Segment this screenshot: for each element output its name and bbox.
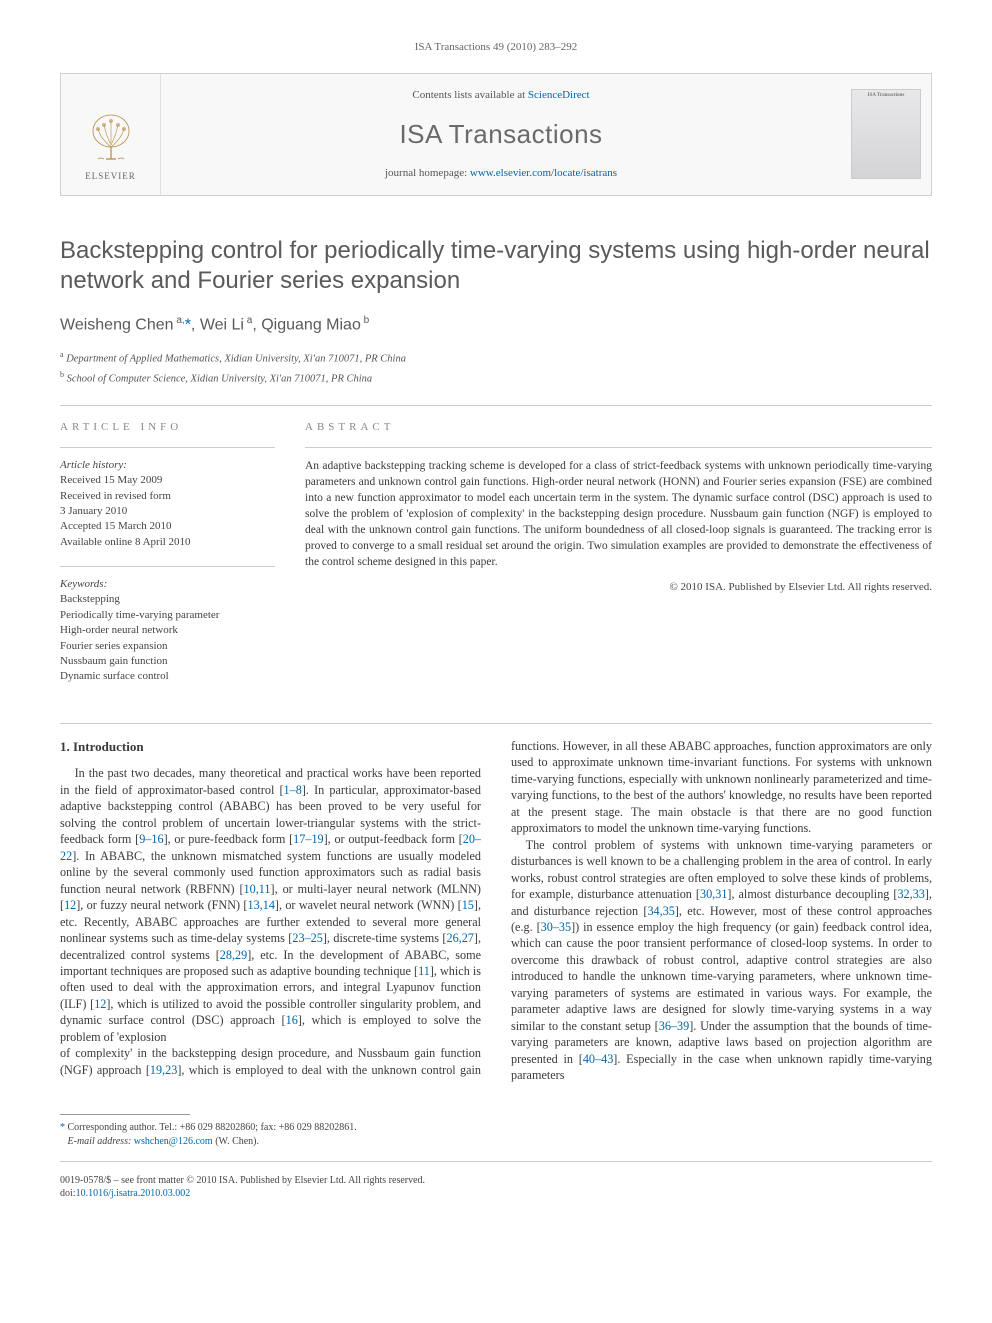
article-title: Backstepping control for periodically ti… [60, 236, 932, 296]
keyword: Periodically time-varying parameter [60, 608, 275, 623]
abstract-column: ABSTRACT An adaptive backstepping tracki… [305, 420, 932, 701]
divider [60, 566, 275, 567]
divider [60, 447, 275, 448]
doi-link[interactable]: 10.1016/j.isatra.2010.03.002 [76, 1188, 191, 1199]
banner-center: Contents lists available at ScienceDirec… [161, 74, 841, 195]
journal-banner: ELSEVIER Contents lists available at Sci… [60, 73, 932, 196]
sciencedirect-link[interactable]: ScienceDirect [528, 89, 590, 101]
article-info-label: ARTICLE INFO [60, 420, 275, 435]
article-history: Article history: Received 15 May 2009 Re… [60, 458, 275, 550]
keyword: Fourier series expansion [60, 639, 275, 654]
journal-cover-thumbnail: ISA Transactions [851, 89, 921, 179]
affiliation: b School of Computer Science, Xidian Uni… [60, 370, 932, 387]
email-footnote: E-mail address: wshchen@126.com (W. Chen… [60, 1135, 932, 1149]
abstract-text: An adaptive backstepping tracking scheme… [305, 458, 932, 571]
email-label: E-mail address: [68, 1136, 132, 1147]
keyword: Backstepping [60, 592, 275, 607]
affiliations-block: a Department of Applied Mathematics, Xid… [60, 350, 932, 387]
article-info-column: ARTICLE INFO Article history: Received 1… [60, 420, 275, 701]
author-list: Weisheng Chen a,*, Wei Li a, Qiguang Mia… [60, 314, 932, 336]
info-abstract-row: ARTICLE INFO Article history: Received 1… [60, 420, 932, 701]
publisher-logo-block: ELSEVIER [61, 74, 161, 195]
keyword: Nussbaum gain function [60, 654, 275, 669]
homepage-line: journal homepage: www.elsevier.com/locat… [171, 166, 831, 181]
homepage-link[interactable]: www.elsevier.com/locate/isatrans [470, 167, 617, 179]
affiliation: a Department of Applied Mathematics, Xid… [60, 350, 932, 367]
footnotes-block: * Corresponding author. Tel.: +86 029 88… [60, 1114, 932, 1149]
abstract-copyright: © 2010 ISA. Published by Elsevier Ltd. A… [305, 580, 932, 595]
divider [60, 1161, 932, 1162]
divider [60, 405, 932, 406]
footer-copyright: 0019-0578/$ – see front matter © 2010 IS… [60, 1174, 932, 1188]
corresponding-author-footnote: * Corresponding author. Tel.: +86 029 88… [60, 1121, 932, 1135]
history-item: Received 15 May 2009 [60, 473, 275, 488]
keyword: Dynamic surface control [60, 669, 275, 684]
email-suffix: (W. Chen). [215, 1136, 259, 1147]
contents-available-line: Contents lists available at ScienceDirec… [171, 88, 831, 103]
history-item: Accepted 15 March 2010 [60, 519, 275, 534]
journal-name: ISA Transactions [171, 117, 831, 152]
publisher-name: ELSEVIER [85, 170, 136, 182]
footnote-rule [60, 1114, 190, 1115]
footnote-marker-link[interactable]: * [60, 1122, 65, 1133]
keywords-block: Keywords: Backstepping Periodically time… [60, 577, 275, 685]
section-heading: 1. Introduction [60, 738, 481, 756]
body-paragraph: The control problem of systems with unkn… [511, 837, 932, 1084]
divider [60, 723, 932, 724]
body-text: 1. Introduction In the past two decades,… [60, 738, 932, 1084]
keyword: High-order neural network [60, 623, 275, 638]
elsevier-tree-icon [86, 111, 136, 166]
history-item: Available online 8 April 2010 [60, 535, 275, 550]
history-item: Received in revised form [60, 489, 275, 504]
contents-prefix: Contents lists available at [412, 89, 527, 101]
corresponding-email-link[interactable]: wshchen@126.com [134, 1136, 213, 1147]
keywords-label: Keywords: [60, 577, 275, 592]
body-paragraph: In the past two decades, many theoretica… [60, 765, 481, 1045]
history-label: Article history: [60, 458, 275, 473]
cover-thumb-block: ISA Transactions [841, 74, 931, 195]
footer-doi: doi:10.1016/j.isatra.2010.03.002 [60, 1187, 932, 1201]
divider [305, 447, 932, 448]
abstract-label: ABSTRACT [305, 420, 932, 435]
history-item: 3 January 2010 [60, 504, 275, 519]
homepage-prefix: journal homepage: [385, 167, 470, 179]
running-head: ISA Transactions 49 (2010) 283–292 [60, 40, 932, 55]
